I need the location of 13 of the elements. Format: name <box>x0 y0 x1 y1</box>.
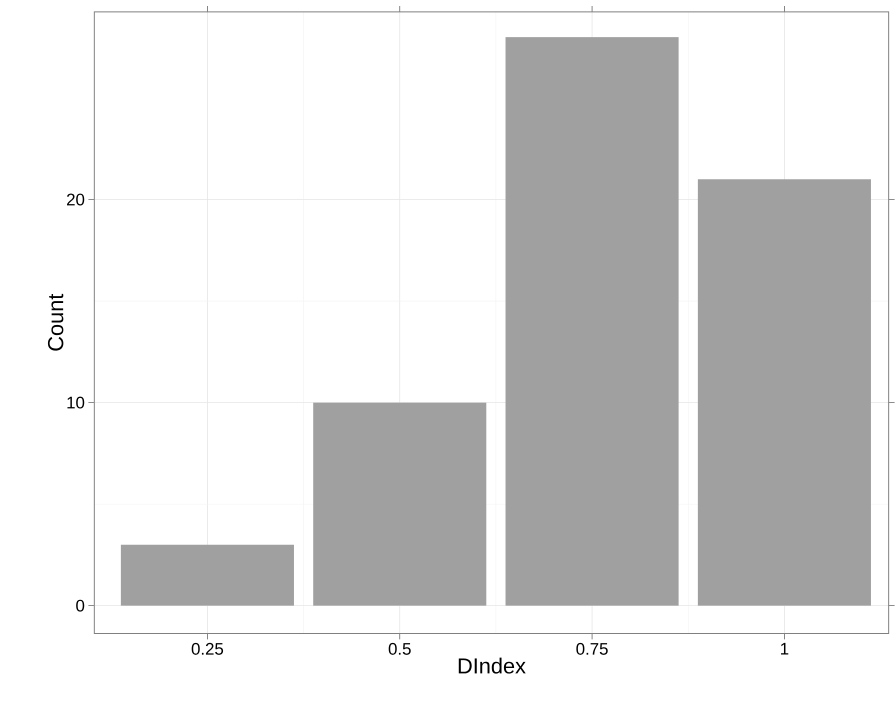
x-tick-label: 0.25 <box>192 642 224 655</box>
bar <box>698 179 871 606</box>
x-axis-title: DIndex <box>458 658 526 674</box>
bar <box>313 402 486 606</box>
y-tick-label: 0 <box>76 600 84 612</box>
y-axis-title: Count <box>48 294 64 351</box>
x-tick-label: 0.75 <box>576 642 608 655</box>
y-tick-label: 20 <box>67 194 84 206</box>
y-tick-label: 10 <box>67 396 84 409</box>
bar <box>120 544 294 606</box>
bar <box>506 37 679 606</box>
x-tick-label: 1 <box>781 642 788 655</box>
x-tick-label: 0.5 <box>388 642 411 655</box>
